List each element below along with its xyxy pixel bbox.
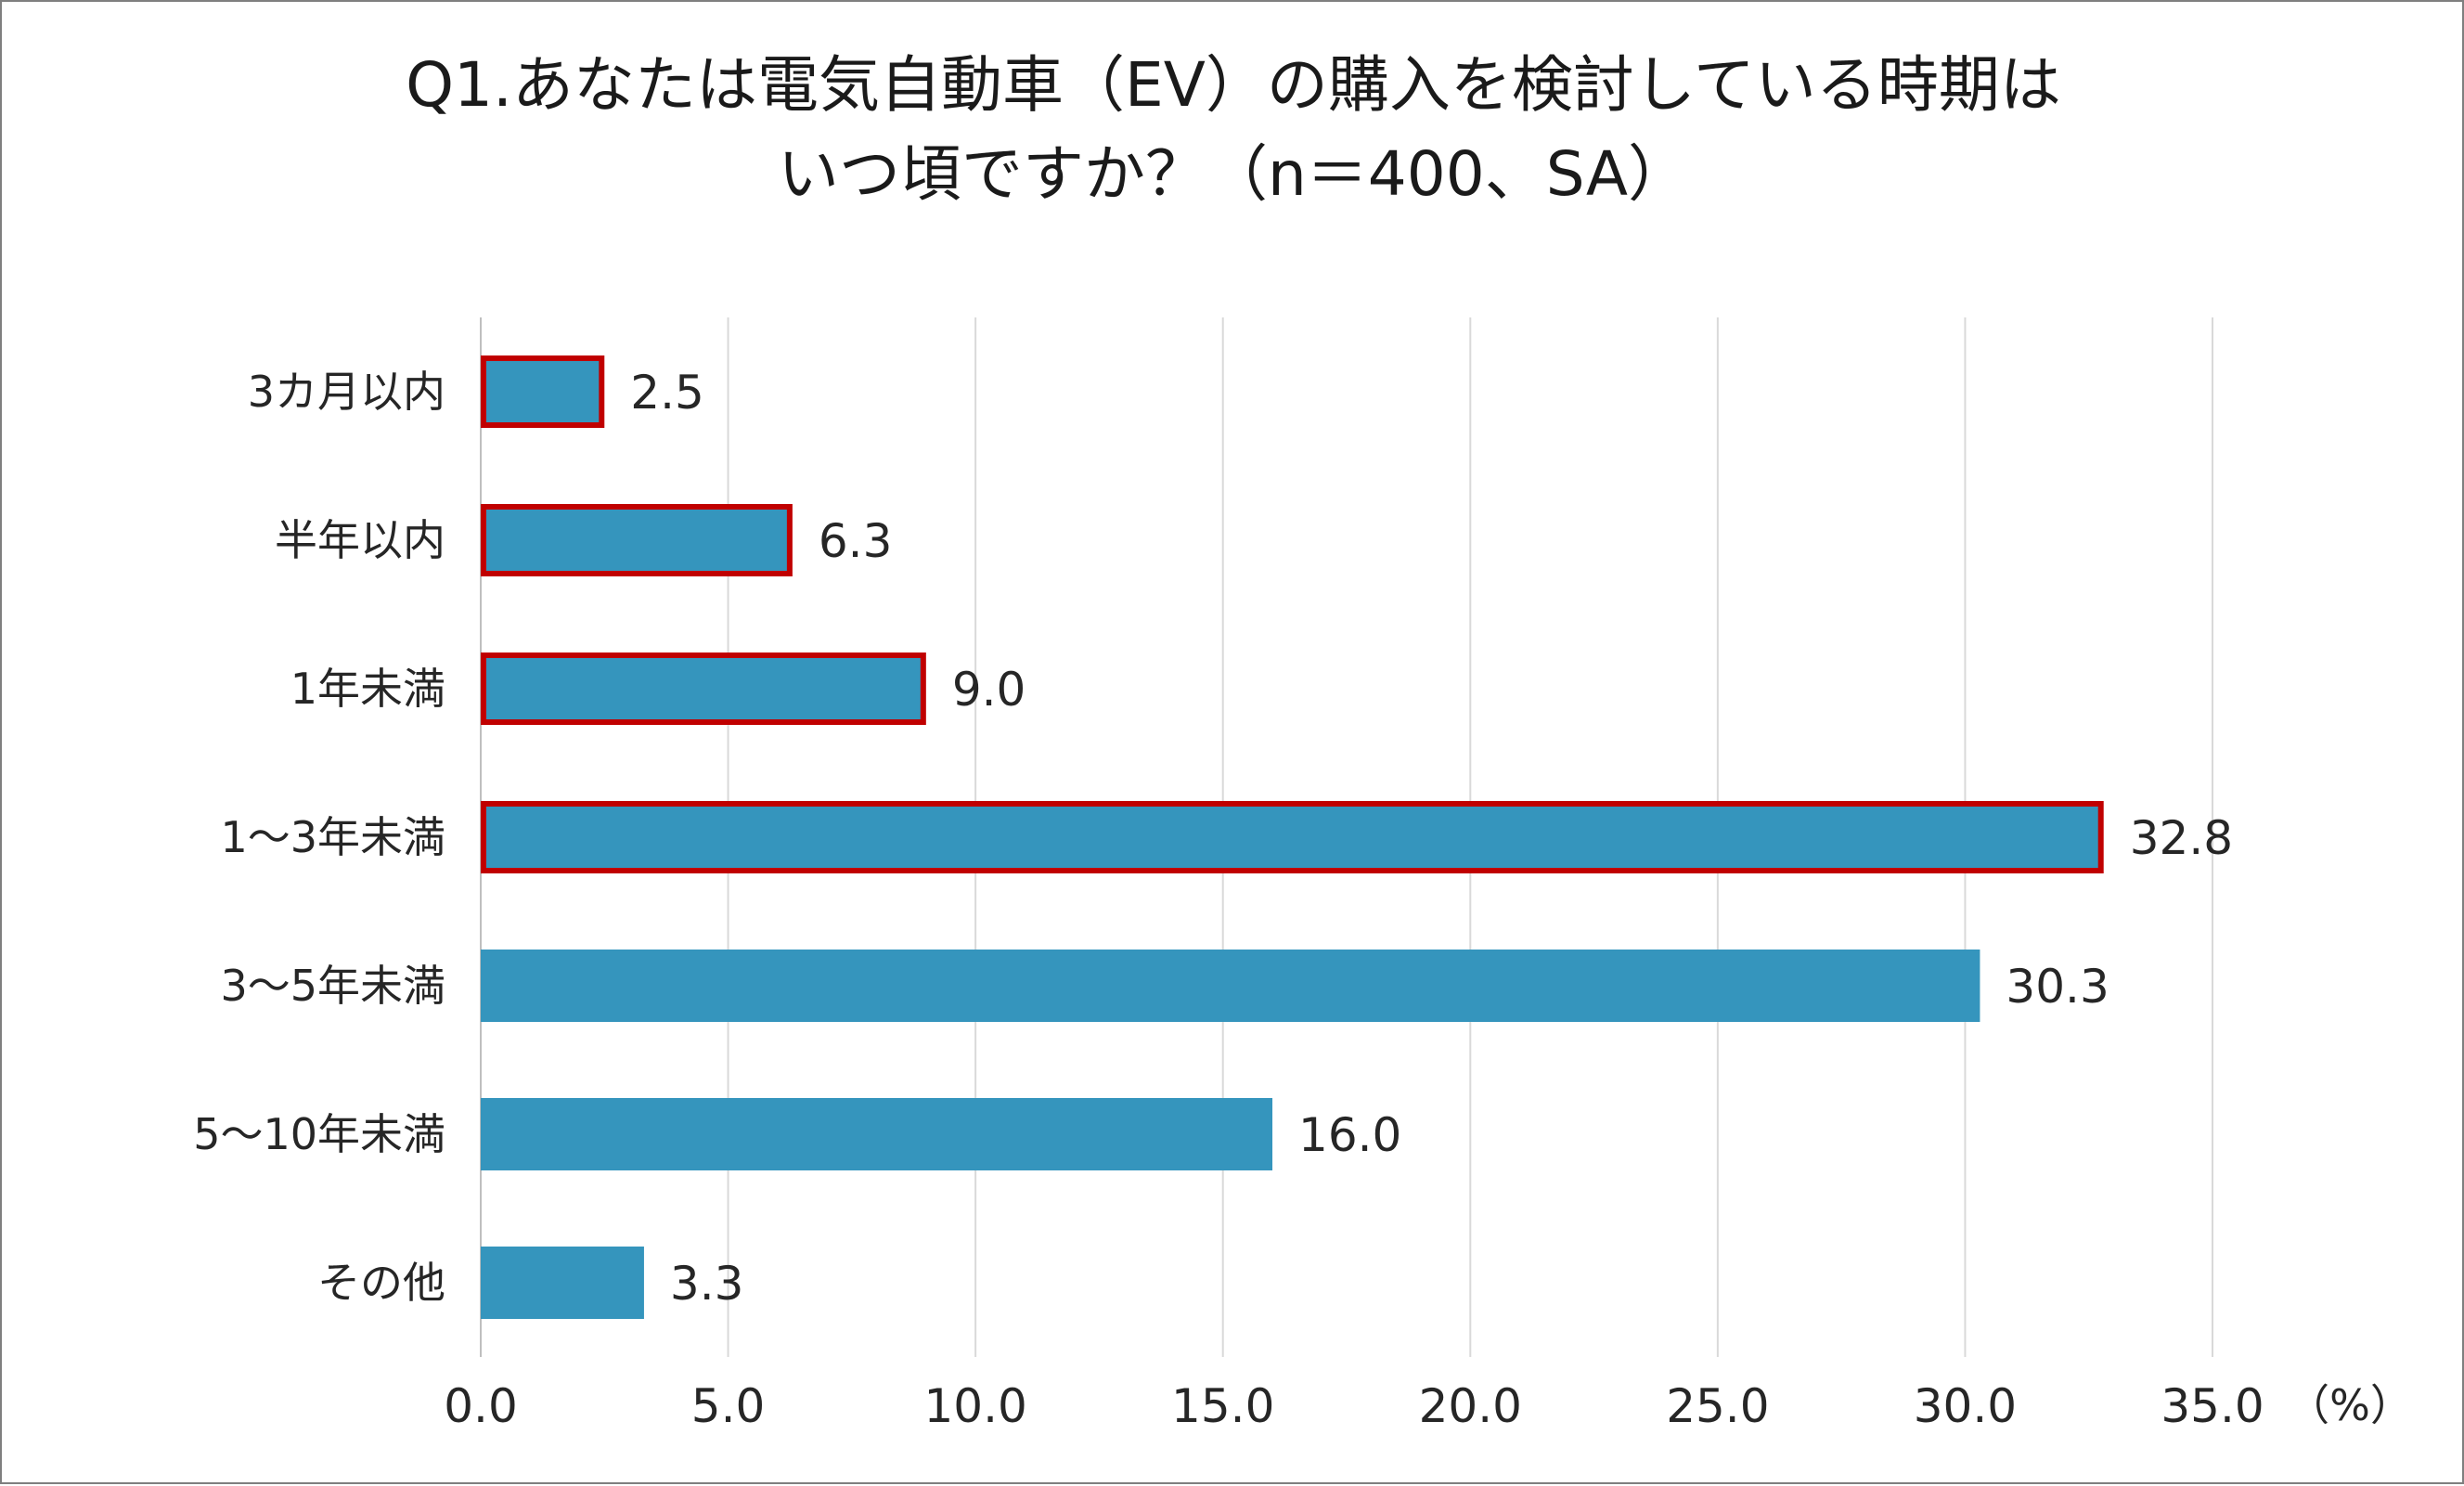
value-label: 9.0 [952,663,1026,717]
bar [481,653,926,725]
category-label: その他 [317,1258,445,1308]
bar [481,1098,1273,1170]
value-label: 30.3 [2006,960,2109,1014]
value-label: 32.8 [2130,811,2233,865]
x-tick-label: 35.0 [2161,1379,2264,1433]
value-label: 2.5 [630,366,704,420]
bar [481,355,605,428]
bars [481,355,2104,1319]
chart-title-line-1: Q1.あなたは電気自動車（EV）の購入を検討している時期は [406,49,2061,121]
bar [481,801,2104,873]
x-tick-label: 30.0 [1914,1379,2017,1433]
category-label: 1～3年未満 [220,812,445,862]
value-labels: 2.5 6.3 9.0 32.8 30.3 16.0 3.3 [630,366,2233,1311]
bar [481,950,1980,1022]
value-label: 16.0 [1298,1108,1401,1162]
category-label: 半年以内 [275,515,445,565]
x-tick-label: 15.0 [1171,1379,1274,1433]
x-axis-unit-label: （%） [2287,1380,2413,1430]
category-label: 3カ月以内 [248,367,445,417]
x-tick-label: 20.0 [1419,1379,1522,1433]
category-label: 5～10年未満 [193,1109,445,1159]
chart-title: Q1.あなたは電気自動車（EV）の購入を検討している時期は いつ頃ですか？（n＝… [406,49,2061,210]
value-label: 3.3 [670,1257,744,1311]
x-tick-label: 5.0 [691,1379,766,1433]
bar [481,504,793,576]
category-label: 1年未満 [290,664,445,714]
x-tick-label: 0.0 [444,1379,518,1433]
bar [481,1247,644,1319]
x-axis-tick-labels: 0.0 5.0 10.0 15.0 20.0 25.0 30.0 35.0 [444,1379,2264,1433]
chart-title-line-2: いつ頃ですか？（n＝400、SA） [778,138,1689,210]
x-tick-label: 10.0 [923,1379,1026,1433]
x-tick-label: 25.0 [1666,1379,1769,1433]
value-label: 6.3 [819,514,893,568]
category-label: 3～5年未満 [220,961,445,1011]
